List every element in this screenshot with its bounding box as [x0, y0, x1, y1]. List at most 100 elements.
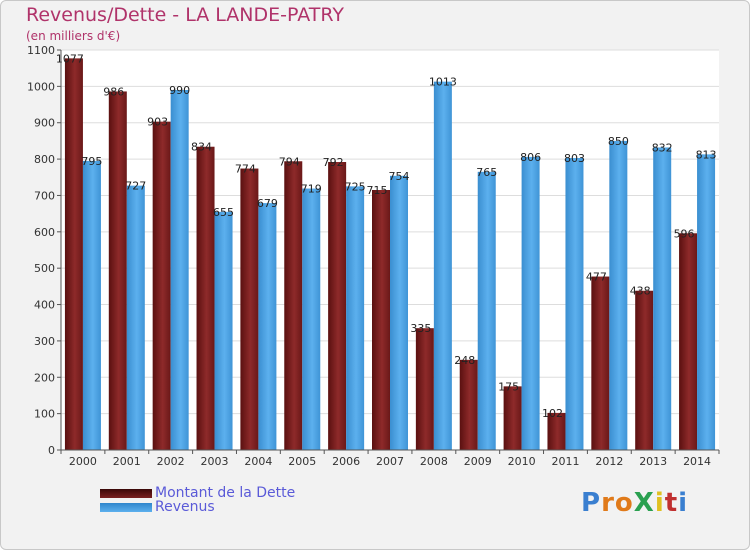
x-tick-label: 2014 — [683, 455, 711, 468]
bar-revenus — [302, 188, 321, 450]
chart-title: Revenus/Dette - LA LANDE-PATRY — [26, 4, 344, 26]
y-tick-label: 1100 — [27, 44, 55, 57]
data-label-dette: 715 — [367, 184, 388, 197]
logo-letter: P — [581, 488, 602, 518]
x-tick-label: 2006 — [332, 455, 360, 468]
bar-revenus — [697, 154, 716, 450]
x-tick-label: 2010 — [508, 455, 536, 468]
data-label-revenus: 795 — [81, 155, 102, 168]
data-label-dette: 834 — [191, 141, 212, 154]
bar-dette — [591, 276, 610, 450]
data-label-revenus: 725 — [345, 180, 366, 193]
x-tick-label: 2001 — [113, 455, 141, 468]
bar-revenus — [214, 211, 233, 450]
bar-dette — [372, 190, 390, 450]
data-label-dette: 596 — [674, 227, 695, 240]
logo-letter: o — [614, 488, 634, 518]
x-tick-label: 2005 — [288, 455, 316, 468]
legend-swatch-revenus — [100, 503, 152, 512]
y-tick-label: 300 — [34, 335, 55, 348]
data-label-dette: 175 — [498, 380, 519, 393]
x-tick-label: 2000 — [69, 455, 97, 468]
bar-revenus — [433, 81, 452, 451]
data-label-dette: 774 — [235, 163, 256, 176]
bar-revenus — [521, 156, 540, 450]
bar-revenus — [653, 147, 672, 451]
bar-dette — [196, 146, 215, 450]
chart-subtitle: (en milliers d'€) — [26, 29, 121, 43]
bar-dette — [459, 359, 478, 450]
data-label-revenus: 655 — [213, 206, 234, 219]
bar-layer — [64, 58, 716, 451]
data-label-revenus: 754 — [389, 170, 410, 183]
bar-dette — [108, 91, 127, 451]
data-label-dette: 794 — [279, 155, 300, 168]
bar-dette — [240, 168, 259, 450]
bar-revenus — [170, 90, 189, 450]
y-tick-label: 500 — [34, 262, 55, 275]
data-label-dette: 903 — [147, 116, 168, 129]
data-label-revenus: 850 — [608, 135, 629, 148]
data-label-revenus: 719 — [301, 183, 322, 196]
bar-revenus — [565, 158, 584, 450]
data-label-revenus: 1013 — [429, 76, 457, 89]
bar-revenus — [82, 160, 101, 450]
bar-dette — [547, 412, 566, 450]
data-label-dette: 248 — [454, 354, 475, 367]
logo-letter: X — [633, 488, 655, 518]
x-tick-label: 2004 — [244, 455, 272, 468]
y-tick-label: 800 — [34, 153, 55, 166]
legend-label-dette: Montant de la Dette — [155, 485, 296, 501]
logo-letter: t — [664, 488, 679, 518]
data-label-revenus: 806 — [520, 151, 541, 164]
data-label-revenus: 765 — [476, 166, 497, 179]
bar-dette — [284, 161, 303, 451]
bar-revenus — [390, 175, 408, 450]
bar-revenus — [477, 171, 496, 450]
data-label-dette: 438 — [630, 285, 651, 298]
data-label-revenus: 727 — [125, 180, 146, 193]
x-tick-label: 2013 — [639, 455, 667, 468]
logo-letter: i — [678, 488, 689, 518]
data-label-dette: 1077 — [56, 52, 84, 65]
bar-dette — [64, 58, 83, 450]
bar-revenus — [346, 186, 365, 450]
legend-label-revenus: Revenus — [155, 499, 215, 515]
bar-revenus — [609, 140, 628, 450]
bar-dette — [503, 386, 522, 450]
label-layer: 1077 795 986 727 903 990 834 655 774 679 794 719 792… — [56, 52, 717, 420]
logo-letter: i — [654, 488, 665, 518]
y-tick-label: 100 — [34, 408, 55, 421]
data-label-dette: 792 — [323, 156, 344, 169]
bar-dette — [152, 121, 171, 451]
bar-dette — [328, 162, 347, 450]
data-label-dette: 986 — [103, 85, 124, 98]
y-tick-label: 1000 — [27, 80, 55, 93]
data-label-revenus: 813 — [696, 148, 717, 161]
bar-dette — [415, 328, 434, 450]
data-label-dette: 335 — [410, 322, 431, 335]
x-tick-label: 2007 — [376, 455, 404, 468]
data-label-revenus: 832 — [652, 141, 673, 154]
data-label-dette: 102 — [542, 407, 563, 420]
y-tick-label: 900 — [34, 117, 55, 130]
x-tick-label: 2008 — [420, 455, 448, 468]
legend-swatch-dette — [100, 489, 152, 498]
y-tick-label: 0 — [48, 444, 55, 457]
bar-dette — [679, 233, 698, 450]
data-label-revenus: 990 — [169, 84, 190, 97]
y-tick-label: 600 — [34, 226, 55, 239]
y-tick-label: 200 — [34, 371, 55, 384]
data-label-revenus: 679 — [257, 197, 278, 210]
x-tick-label: 2011 — [551, 455, 579, 468]
bar-revenus — [126, 185, 145, 451]
proxiti-logo: ProXiti — [581, 488, 688, 518]
bar-dette — [635, 290, 654, 450]
y-tick-label: 700 — [34, 189, 55, 202]
x-tick-label: 2009 — [464, 455, 492, 468]
logo-letter: r — [601, 488, 615, 518]
x-tick-label: 2012 — [595, 455, 623, 468]
data-label-dette: 477 — [586, 271, 607, 284]
x-tick-label: 2003 — [201, 455, 229, 468]
